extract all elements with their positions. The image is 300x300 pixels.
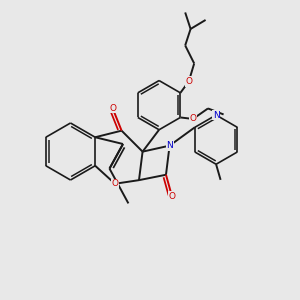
Text: O: O [109,104,116,112]
Text: N: N [213,111,220,119]
Text: O: O [185,77,192,86]
Text: O: O [190,115,196,124]
Text: N: N [166,141,173,150]
Text: O: O [112,179,118,188]
Text: O: O [169,192,176,201]
Text: O: O [112,179,118,188]
